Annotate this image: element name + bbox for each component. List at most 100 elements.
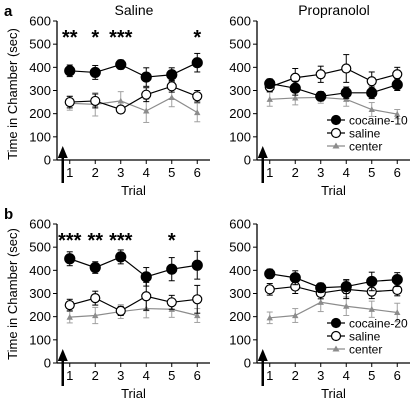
y-tick-label: 300 [229,83,251,98]
data-point [194,312,201,319]
significance-marker: ** [62,27,78,49]
y-tick-label: 0 [44,356,51,371]
data-point [289,82,301,94]
y-tick-label: 600 [229,14,251,29]
y-tick-label: 300 [29,83,51,98]
y-axis-label-a: Time in Chamber (sec) [5,28,20,160]
x-tick-label: 3 [117,368,124,383]
data-point [140,271,152,283]
data-point [166,81,177,92]
legend-label: center [349,343,382,357]
column-title-saline: Saline [115,2,154,18]
data-point [343,303,350,309]
data-point [194,109,201,116]
x-tick-label: 5 [168,368,175,383]
y-tick-label: 200 [29,309,51,324]
x-tick-label: 5 [368,165,375,180]
series-line [269,96,398,115]
y-tick-label: 0 [244,153,251,168]
y-tick-label: 100 [229,332,251,347]
series-saline [64,80,203,115]
significance-marker: * [91,27,99,49]
data-point [140,71,152,83]
y-tick-label: 0 [244,356,251,371]
x-tick-label: 2 [292,165,299,180]
data-point [66,313,73,320]
series-line [269,67,398,88]
y-tick-label: 400 [29,60,51,75]
significance-marker: ** [87,230,103,252]
series-center [66,87,201,123]
legend-label: saline [349,330,381,344]
data-point [166,69,178,81]
data-point [264,284,275,295]
y-tick-label: 200 [229,106,251,121]
data-point [143,107,150,114]
data-point [315,90,327,102]
y-tick-label: 200 [29,106,51,121]
x-tick-label: 4 [143,165,150,180]
panel-label-a: a [4,3,13,20]
x-tick-label: 5 [368,368,375,383]
data-point [64,299,75,311]
data-point [317,299,324,305]
chart-panel-2: 0 100 200 300 400 500 600 1 2 3 4 5 6 Trial cocaine-10… [229,14,410,198]
y-tick-label: 500 [229,240,251,255]
y-tick-label: 300 [29,286,51,301]
y-tick-label: 500 [29,240,51,255]
data-point [366,76,377,87]
x-tick-label: 6 [194,368,201,383]
x-tick-label: 6 [194,165,201,180]
y-tick-label: 300 [229,286,251,301]
data-point [340,280,352,293]
legend-marker [330,127,342,139]
trial-start-arrowhead [257,349,268,361]
legend-label: cocaine-20 [349,317,408,331]
data-point [368,106,375,113]
y-tick-label: 600 [29,14,51,29]
data-point [192,294,203,305]
y-tick-label: 0 [44,153,51,168]
data-point [192,91,203,102]
data-point [141,291,152,302]
legend-marker [330,330,342,342]
data-point [391,79,403,91]
series-line [69,295,198,312]
series-line [69,307,198,318]
data-point [341,63,352,74]
significance-marker: * [168,230,176,252]
y-tick-label: 600 [229,217,251,232]
x-axis-label: Trial [121,183,146,198]
data-point [315,69,326,80]
data-point [264,268,276,280]
significance-marker: * [193,27,201,49]
legend-label: cocaine-10 [349,114,408,128]
x-tick-label: 6 [394,368,401,383]
data-point [289,272,301,284]
data-point [391,274,403,286]
trial-start-arrowhead [257,146,268,158]
data-point [64,65,76,77]
data-point [392,69,403,80]
trial-start-arrowhead [57,349,68,361]
data-point [366,87,378,99]
data-point [166,297,177,308]
data-point [90,95,101,107]
x-axis-label: Trial [121,386,146,401]
x-tick-label: 4 [143,368,150,383]
x-tick-label: 3 [317,368,324,383]
series-saline [64,281,203,317]
series-line [69,96,198,114]
y-tick-label: 600 [29,217,51,232]
x-tick-label: 2 [292,368,299,383]
significance-marker: *** [109,230,133,252]
legend-marker [332,142,340,149]
x-tick-label: 1 [266,368,273,383]
legend-marker [330,114,342,126]
data-point [115,251,127,263]
y-tick-label: 500 [29,37,51,52]
